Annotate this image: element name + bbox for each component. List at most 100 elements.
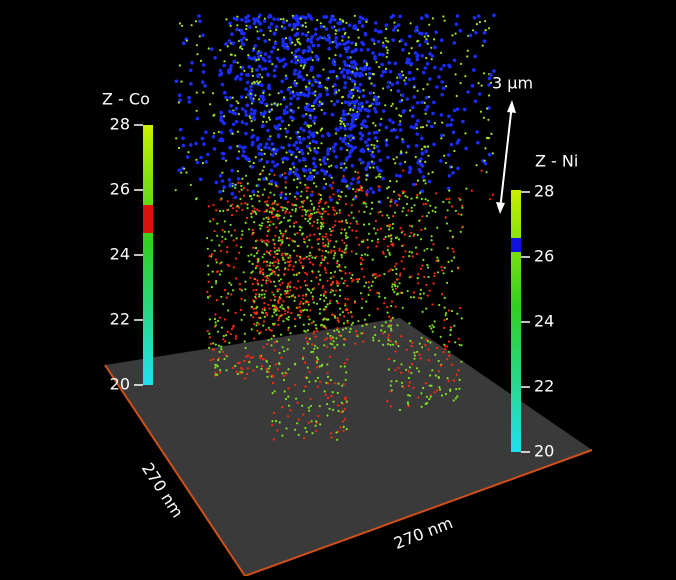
atom — [238, 361, 241, 364]
atom — [225, 159, 228, 162]
atom — [361, 105, 364, 108]
atom — [220, 295, 223, 298]
atom — [352, 49, 357, 53]
colorbar-co — [143, 125, 153, 385]
atom — [374, 219, 378, 223]
atom — [367, 109, 371, 113]
atom — [269, 50, 274, 54]
atom — [414, 246, 418, 249]
atom — [232, 266, 235, 269]
atom — [262, 112, 266, 116]
atom — [227, 39, 232, 43]
atom — [220, 269, 223, 273]
atom — [322, 15, 326, 19]
atom — [311, 288, 314, 291]
atom — [285, 135, 288, 138]
atom — [311, 432, 314, 435]
atom — [204, 130, 208, 135]
atom — [431, 369, 434, 372]
atom — [249, 276, 252, 279]
atom — [389, 405, 392, 408]
atom — [341, 239, 344, 242]
atom — [408, 224, 411, 227]
atom — [321, 286, 324, 289]
atom — [288, 149, 292, 154]
atom — [292, 25, 297, 30]
atom — [347, 23, 352, 28]
atom — [233, 229, 236, 232]
atom — [291, 14, 294, 17]
atom — [292, 249, 296, 252]
atom — [326, 152, 330, 156]
atom — [358, 96, 361, 99]
atom — [251, 205, 254, 208]
atom — [464, 146, 468, 151]
atom — [353, 86, 358, 90]
atom — [285, 19, 288, 22]
atom — [203, 84, 207, 88]
atom — [444, 161, 447, 164]
atom — [230, 213, 234, 217]
atom — [312, 161, 316, 166]
atom — [421, 310, 424, 313]
atom — [410, 363, 414, 366]
atom — [336, 319, 339, 322]
atom — [292, 90, 295, 93]
atom — [415, 367, 419, 370]
atom — [418, 353, 421, 356]
atom — [443, 266, 446, 269]
atom — [356, 280, 359, 283]
atom — [273, 250, 276, 253]
atom — [274, 420, 278, 423]
atom — [194, 20, 197, 23]
atom — [376, 241, 379, 244]
atom — [285, 37, 288, 40]
atom — [250, 165, 255, 169]
atom — [322, 285, 325, 288]
atom — [266, 226, 269, 229]
atom — [448, 197, 451, 200]
atom — [390, 89, 393, 92]
atom — [231, 110, 235, 115]
atom — [462, 107, 467, 112]
atom — [384, 104, 387, 107]
atom — [490, 132, 493, 135]
atom — [223, 220, 226, 223]
atom — [398, 75, 403, 80]
atom — [452, 379, 455, 382]
atom — [284, 127, 287, 130]
atom — [287, 268, 290, 271]
atom — [253, 337, 256, 340]
atom — [418, 342, 421, 345]
atom — [315, 327, 318, 330]
atom — [326, 279, 329, 282]
atom — [348, 126, 352, 131]
atom — [339, 146, 343, 151]
atom — [277, 262, 280, 265]
atom — [382, 238, 386, 241]
atom — [355, 278, 358, 281]
atom — [398, 274, 402, 277]
atom — [348, 154, 352, 158]
atom — [345, 46, 350, 50]
atom — [418, 43, 422, 47]
tick-label: 26 — [110, 180, 130, 199]
atom — [416, 89, 419, 92]
atom — [188, 68, 193, 73]
colorbar-band — [143, 205, 153, 233]
atom — [314, 324, 317, 327]
atom — [294, 317, 297, 320]
atom — [212, 92, 215, 95]
atom — [220, 348, 223, 351]
atom — [286, 292, 289, 295]
atom — [459, 198, 462, 201]
atom — [487, 118, 490, 121]
atom — [190, 61, 194, 65]
atom — [273, 390, 276, 393]
atom — [295, 287, 298, 290]
atom — [328, 40, 333, 45]
atom — [333, 142, 338, 146]
atom — [296, 177, 299, 180]
atom — [305, 255, 308, 258]
atom — [431, 303, 434, 306]
